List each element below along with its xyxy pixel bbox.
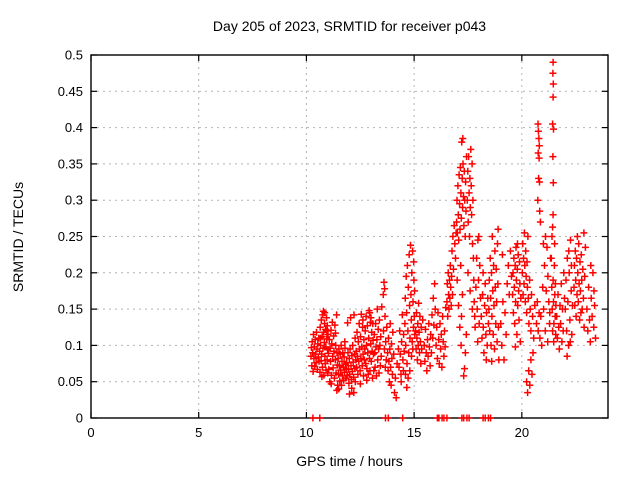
y-tick-label: 0.15: [58, 302, 83, 317]
y-tick-label: 0.35: [58, 156, 83, 171]
y-tick-label: 0.2: [65, 265, 83, 280]
y-tick-label: 0.3: [65, 193, 83, 208]
y-tick-label: 0.45: [58, 84, 83, 99]
x-tick-label: 20: [515, 425, 529, 440]
y-tick-label: 0.5: [65, 48, 83, 63]
y-tick-label: 0.25: [58, 229, 83, 244]
chart-title: Day 205 of 2023, SRMTID for receiver p04…: [212, 18, 487, 34]
x-tick-label: 0: [87, 425, 94, 440]
y-tick-label: 0.4: [65, 120, 83, 135]
y-tick-label: 0.05: [58, 374, 83, 389]
x-axis-label: GPS time / hours: [296, 453, 403, 469]
x-tick-label: 10: [299, 425, 313, 440]
scatter-points: [307, 58, 599, 422]
x-tick-label: 15: [407, 425, 421, 440]
y-tick-label: 0.1: [65, 338, 83, 353]
x-tick-label: 5: [195, 425, 202, 440]
y-tick-label: 0: [76, 411, 83, 426]
